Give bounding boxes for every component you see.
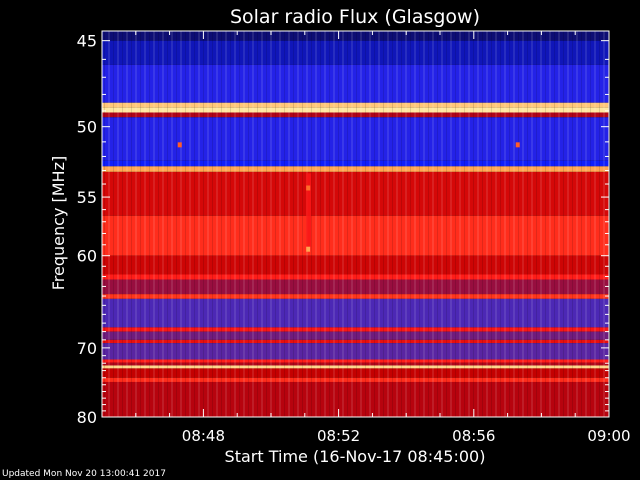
burst-events [306,173,312,252]
updated-timestamp: Updated Mon Nov 20 13:00:41 2017 [2,469,166,479]
x-axis-label: Start Time (16-Nov-17 08:45:00) [225,447,486,466]
y-tick-label: 50 [77,118,97,137]
y-tick-label: 60 [77,247,97,266]
spot-events [177,142,520,252]
spot-event-2 [515,142,520,148]
y-tick-label: 70 [77,339,97,358]
y-axis-label: Frequency [MHz] [49,156,68,290]
spot-event-4 [306,246,311,252]
x-tick-label: 08:48 [182,427,225,445]
x-tick-label: 08:52 [317,427,360,445]
x-tick-label: 09:00 [587,427,630,445]
y-tick-label: 45 [77,32,97,51]
spot-event-3 [306,185,311,191]
x-axis: 08:48 08:52 08:56 09:00 [101,31,631,445]
y-tick-label: 80 [77,408,97,427]
x-tick-label: 08:56 [452,427,495,445]
chart-title: Solar radio Flux (Glasgow) [230,6,480,28]
burst-event-1 [306,173,312,252]
speckle-texture [102,31,609,417]
spot-event-1 [177,142,182,148]
plot-frame [101,30,610,418]
y-tick-label: 55 [77,188,97,207]
y-axis: 45 50 55 60 70 80 [77,32,609,427]
plot-area [101,30,610,418]
